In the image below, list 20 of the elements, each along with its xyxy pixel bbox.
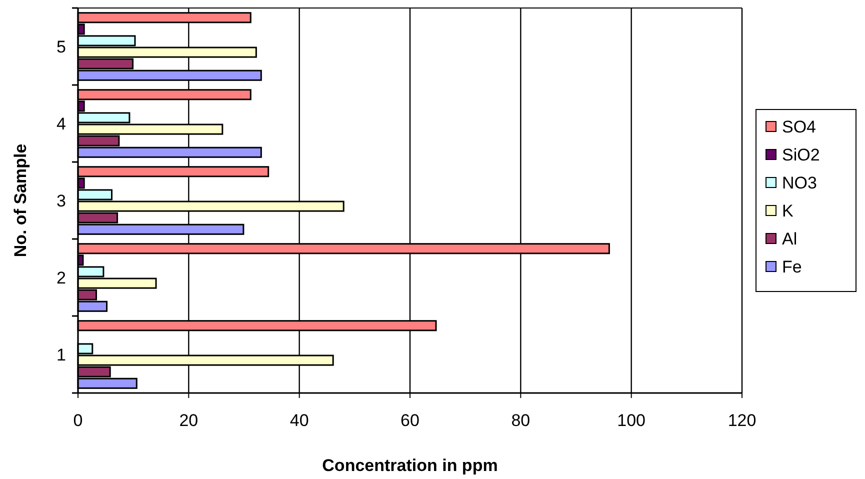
y-tick-label: 4: [56, 114, 66, 134]
legend-label: NO3: [782, 174, 817, 192]
y-tick-label: 3: [56, 192, 66, 210]
x-tick-label: 120: [728, 411, 756, 430]
x-tick-label: 20: [179, 411, 198, 430]
y-tick-label: 1: [56, 346, 66, 364]
x-tick-label: 40: [290, 411, 309, 430]
legend-label: K: [782, 202, 794, 220]
x-tick-label: 60: [400, 411, 420, 430]
x-tick-label: 100: [617, 411, 646, 430]
y-axis-title: No. of Sample: [11, 144, 30, 258]
y-tick-label: 5: [56, 38, 66, 56]
legend-label: SiO2: [782, 146, 820, 164]
legend-label: Al: [782, 230, 798, 248]
x-tick-label: 80: [511, 411, 530, 430]
x-tick-label: 0: [73, 411, 83, 430]
y-tick-label: 2: [56, 268, 66, 288]
legend-label: SO4: [782, 118, 816, 136]
x-axis-title: Concentration in ppm: [322, 456, 498, 475]
legend-label: Fe: [782, 258, 802, 276]
